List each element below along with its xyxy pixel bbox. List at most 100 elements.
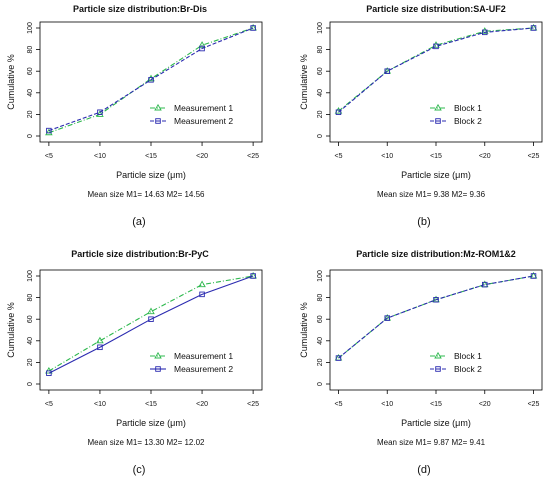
y-tick-label: 0 xyxy=(27,134,34,138)
y-tick-label: 80 xyxy=(317,294,324,302)
plot-frame xyxy=(329,269,543,391)
data-point-square xyxy=(148,77,154,83)
y-tick-label: 60 xyxy=(317,315,324,323)
y-tick-label: 100 xyxy=(27,22,34,34)
legend-marker-triangle xyxy=(154,103,162,111)
x-tick-label: <20 xyxy=(196,401,208,408)
series-line-1 xyxy=(48,275,254,372)
data-point-triangle xyxy=(432,41,440,48)
data-point-triangle xyxy=(45,128,53,136)
panel-label: (c) xyxy=(133,464,146,476)
x-tick-label: <25 xyxy=(247,153,259,160)
legend-label-1: Block 1 xyxy=(454,351,482,361)
data-point-square xyxy=(148,316,154,322)
y-tick-label: 20 xyxy=(317,358,324,366)
y-tick-label: 80 xyxy=(27,46,34,54)
y-tick-label: 60 xyxy=(27,67,34,75)
data-point-triangle xyxy=(480,27,489,34)
x-axis-label: Particle size (μm) xyxy=(401,170,471,180)
data-point-square xyxy=(433,297,439,303)
y-tick-label: 100 xyxy=(317,22,324,34)
x-tick-label: <10 xyxy=(94,153,106,160)
legend-label-2: Measurement 2 xyxy=(174,364,233,374)
mean-size-caption: Mean size M1= 9.87 M2= 9.41 xyxy=(377,438,486,447)
y-axis-label: Cumulative % xyxy=(6,54,16,110)
panel-label: (d) xyxy=(417,464,430,476)
y-tick-label: 20 xyxy=(27,110,34,118)
chart-title: Particle size distribution:Br-PyC xyxy=(71,249,209,259)
y-tick-label: 0 xyxy=(317,134,324,138)
x-tick-label: <20 xyxy=(479,153,491,160)
x-tick-label: <15 xyxy=(430,153,442,160)
legend-marker-square xyxy=(155,118,161,124)
y-tick-label: 40 xyxy=(317,337,324,345)
x-axis-label: Particle size (μm) xyxy=(401,418,471,428)
y-tick-label: 100 xyxy=(317,270,324,282)
x-tick-label: <10 xyxy=(381,153,393,160)
x-tick-label: <5 xyxy=(334,153,342,160)
data-point-square xyxy=(250,273,256,279)
y-axis-label: Cumulative % xyxy=(6,302,16,358)
legend-marker-triangle xyxy=(154,351,162,359)
y-tick-label: 40 xyxy=(317,89,324,97)
x-tick-label: <25 xyxy=(247,401,259,408)
x-tick-label: <10 xyxy=(94,401,106,408)
legend-label-1: Measurement 1 xyxy=(174,351,233,361)
data-point-square xyxy=(384,68,390,74)
series-line-1 xyxy=(338,27,534,112)
data-point-triangle xyxy=(198,280,206,288)
data-point-square xyxy=(46,370,52,376)
x-tick-label: <15 xyxy=(145,153,157,160)
data-point-square xyxy=(97,109,103,115)
legend-marker-triangle xyxy=(434,103,442,111)
x-tick-label: <5 xyxy=(45,153,53,160)
chart-title: Particle size distribution:SA-UF2 xyxy=(366,4,506,14)
data-point-triangle xyxy=(198,41,206,48)
x-axis-label: Particle size (μm) xyxy=(116,170,186,180)
data-point-triangle xyxy=(96,110,104,117)
data-point-square xyxy=(97,344,103,351)
y-tick-label: 0 xyxy=(27,382,34,386)
legend-label-2: Block 2 xyxy=(454,364,482,374)
chart-panel-4: Particle size distribution:Mz-ROM1&2 0 20 4… xyxy=(299,249,543,476)
x-tick-label: <20 xyxy=(196,153,208,160)
legend-marker-square xyxy=(155,366,161,372)
mean-size-caption: Mean size M1= 14.63 M2= 14.56 xyxy=(88,190,206,199)
data-point-square xyxy=(199,291,205,298)
chart-title: Particle size distribution:Mz-ROM1&2 xyxy=(356,249,516,259)
y-tick-label: 40 xyxy=(27,89,34,97)
mean-size-caption: Mean size M1= 13.30 M2= 12.02 xyxy=(88,438,206,447)
chart-panel-1: Particle size distribution:Br-Dis 0 20 40 60… xyxy=(6,4,263,228)
y-tick-label: 100 xyxy=(27,270,34,282)
y-axis-label: Cumulative % xyxy=(299,302,309,358)
x-tick-label: <20 xyxy=(479,401,491,408)
data-point-square xyxy=(433,43,439,50)
panel-label: (a) xyxy=(132,216,145,228)
series-line-2 xyxy=(48,27,254,132)
legend-label-1: Block 1 xyxy=(454,103,482,113)
y-tick-label: 80 xyxy=(317,46,324,54)
x-tick-label: <10 xyxy=(381,401,393,408)
x-tick-label: <5 xyxy=(45,401,53,408)
y-tick-label: 60 xyxy=(27,315,34,323)
y-tick-label: 80 xyxy=(27,294,34,302)
legend-label-1: Measurement 1 xyxy=(174,103,233,113)
y-tick-label: 0 xyxy=(317,382,324,386)
x-tick-label: <15 xyxy=(145,401,157,408)
y-tick-label: 40 xyxy=(27,337,34,345)
data-point-square xyxy=(335,109,342,115)
y-tick-label: 60 xyxy=(317,67,324,75)
data-point-square xyxy=(530,273,537,279)
data-point-square xyxy=(482,29,488,36)
x-tick-label: <25 xyxy=(528,153,540,160)
y-axis-label: Cumulative % xyxy=(299,54,309,110)
series-line-2 xyxy=(338,27,534,113)
chart-panel-3: Particle size distribution:Br-PyC 0 20 40 60… xyxy=(6,249,263,476)
data-point-square xyxy=(482,281,488,288)
mean-size-caption: Mean size M1= 9.38 M2= 9.36 xyxy=(377,190,486,199)
legend-marker-triangle xyxy=(434,351,442,359)
y-tick-label: 20 xyxy=(317,110,324,118)
data-point-square xyxy=(46,127,52,134)
